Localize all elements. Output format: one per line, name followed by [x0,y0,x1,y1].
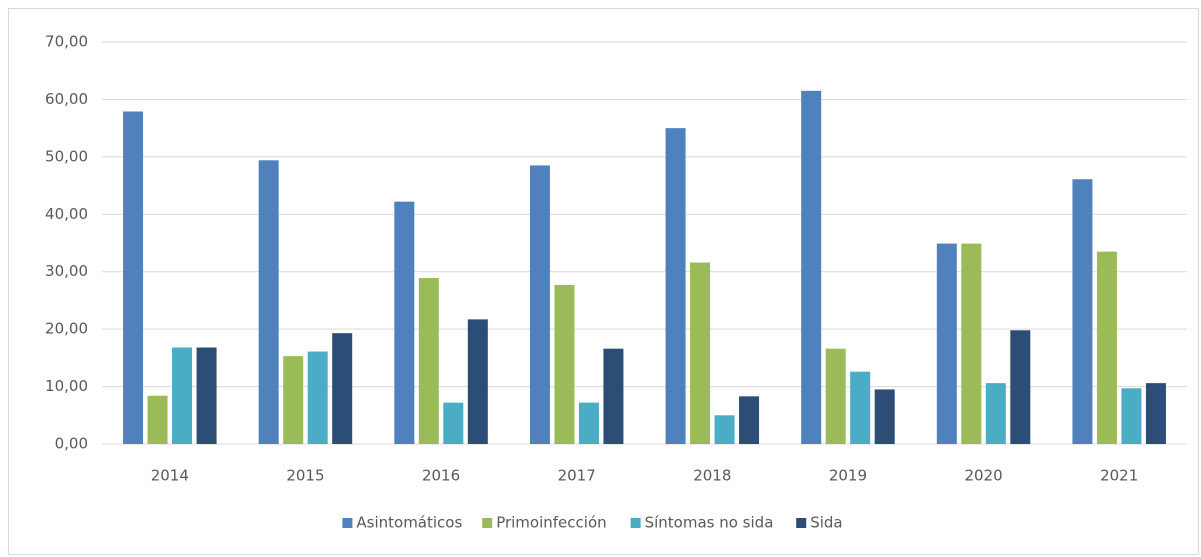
legend-label: Síntomas no sida [645,514,774,532]
bar [307,351,328,444]
bar [850,371,871,444]
bar [529,165,550,444]
y-tick-label: 50,00 [45,147,88,165]
bar [801,90,822,445]
bar [665,128,686,444]
bar [690,262,711,444]
bar [394,201,415,444]
x-tick-label: 2020 [964,467,1002,485]
legend-label: Asintomáticos [356,514,462,532]
bar [1072,179,1093,445]
bar [123,111,144,444]
y-tick-label: 60,00 [45,90,88,108]
bar [578,402,599,444]
bar [443,402,464,444]
y-tick-label: 70,00 [45,33,88,51]
x-tick-label: 2015 [286,467,324,485]
y-tick-label: 30,00 [45,262,88,280]
bar [1096,251,1117,444]
y-tick-label: 10,00 [45,377,88,395]
legend-swatch [482,518,493,528]
bar [874,389,895,444]
x-tick-label: 2017 [558,467,596,485]
bar [332,333,353,444]
bar [739,396,760,444]
legend-swatch [630,518,641,528]
y-tick-label: 20,00 [45,320,88,338]
y-tick-label: 40,00 [45,205,88,223]
legend-label: Primoinfección [496,514,606,532]
y-tick-label: 0,00 [55,435,88,453]
legend-swatch [796,518,807,528]
bar [196,347,217,444]
x-tick-label: 2016 [422,467,460,485]
x-tick-label: 2018 [693,467,731,485]
x-tick-label: 2021 [1100,467,1138,485]
x-tick-label: 2019 [829,467,867,485]
bar [467,319,488,444]
bar [258,160,279,444]
bar [283,356,304,444]
bar [554,284,575,444]
bar [714,415,735,444]
bar [172,347,193,444]
bar [1121,388,1142,444]
bar [418,278,439,444]
legend-swatch [342,518,353,528]
x-tick-label: 2014 [151,467,189,485]
bar [1010,330,1031,444]
bar [1145,383,1166,444]
bar [147,395,168,444]
bar [603,348,624,444]
legend-label: Sida [810,514,842,532]
bar [825,348,846,444]
bar [961,243,982,444]
bar [985,383,1006,444]
bar [936,243,957,444]
